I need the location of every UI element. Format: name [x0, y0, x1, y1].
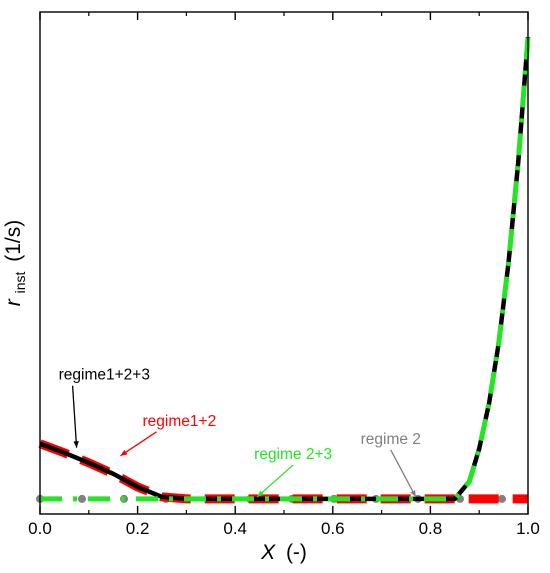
x-axis-unit: (-) — [286, 541, 307, 564]
annotation-arrow-2 — [256, 464, 294, 498]
x-tick-label: 0.0 — [28, 519, 52, 538]
y-axis-subscript: inst — [12, 272, 28, 294]
annotation-arrow-1 — [120, 431, 157, 457]
annotation-arrowhead-2 — [257, 490, 264, 497]
x-tick-label: 1.0 — [516, 519, 540, 538]
annotation-label-2: regime 2+3 — [254, 446, 332, 463]
x-axis-title: X (-) — [260, 541, 307, 564]
annotation-arrowhead-1 — [120, 449, 128, 456]
annotation-arrowhead-0 — [73, 441, 79, 448]
y-axis-title: r inst (1/s) — [2, 220, 30, 306]
y-axis-unit: (1/s) — [2, 220, 25, 262]
annotation-arrow-3 — [390, 449, 417, 498]
annotation-label-3: regime 2 — [361, 431, 421, 448]
x-axis-symbol: X — [260, 541, 276, 564]
y-axis-symbol: r — [2, 298, 25, 306]
annotation-label-0: regime1+2+3 — [59, 367, 150, 384]
tick-layer: 0.0 0.2 0.4 0.6 0.8 1.0 — [28, 12, 540, 538]
annotation-label-1: regime1+2 — [143, 413, 217, 430]
plot-frame — [39, 11, 529, 515]
series-line-0 — [39, 36, 531, 502]
annotation-arrowhead-3 — [410, 489, 416, 497]
x-tick-label: 0.8 — [419, 519, 443, 538]
x-tick-label: 0.4 — [223, 519, 247, 538]
series-layer — [36, 36, 532, 504]
series-line-2 — [40, 36, 531, 502]
annotation-layer: regime1+2+3 regime1+2 regime 2+3 regime 2 — [59, 367, 421, 498]
x-tick-label: 0.6 — [321, 519, 345, 538]
x-tick-label: 0.2 — [126, 519, 150, 538]
annotation-arrow-0 — [71, 385, 78, 448]
